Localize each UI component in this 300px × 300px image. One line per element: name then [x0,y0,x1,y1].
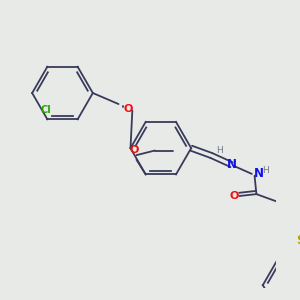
Text: O: O [123,103,132,114]
Text: H: H [216,146,223,155]
Text: S: S [296,234,300,247]
Text: O: O [230,191,239,201]
Text: H: H [262,166,269,175]
Text: Cl: Cl [40,105,51,115]
Text: N: N [254,167,264,180]
Text: O: O [129,145,138,155]
Text: N: N [226,158,237,171]
